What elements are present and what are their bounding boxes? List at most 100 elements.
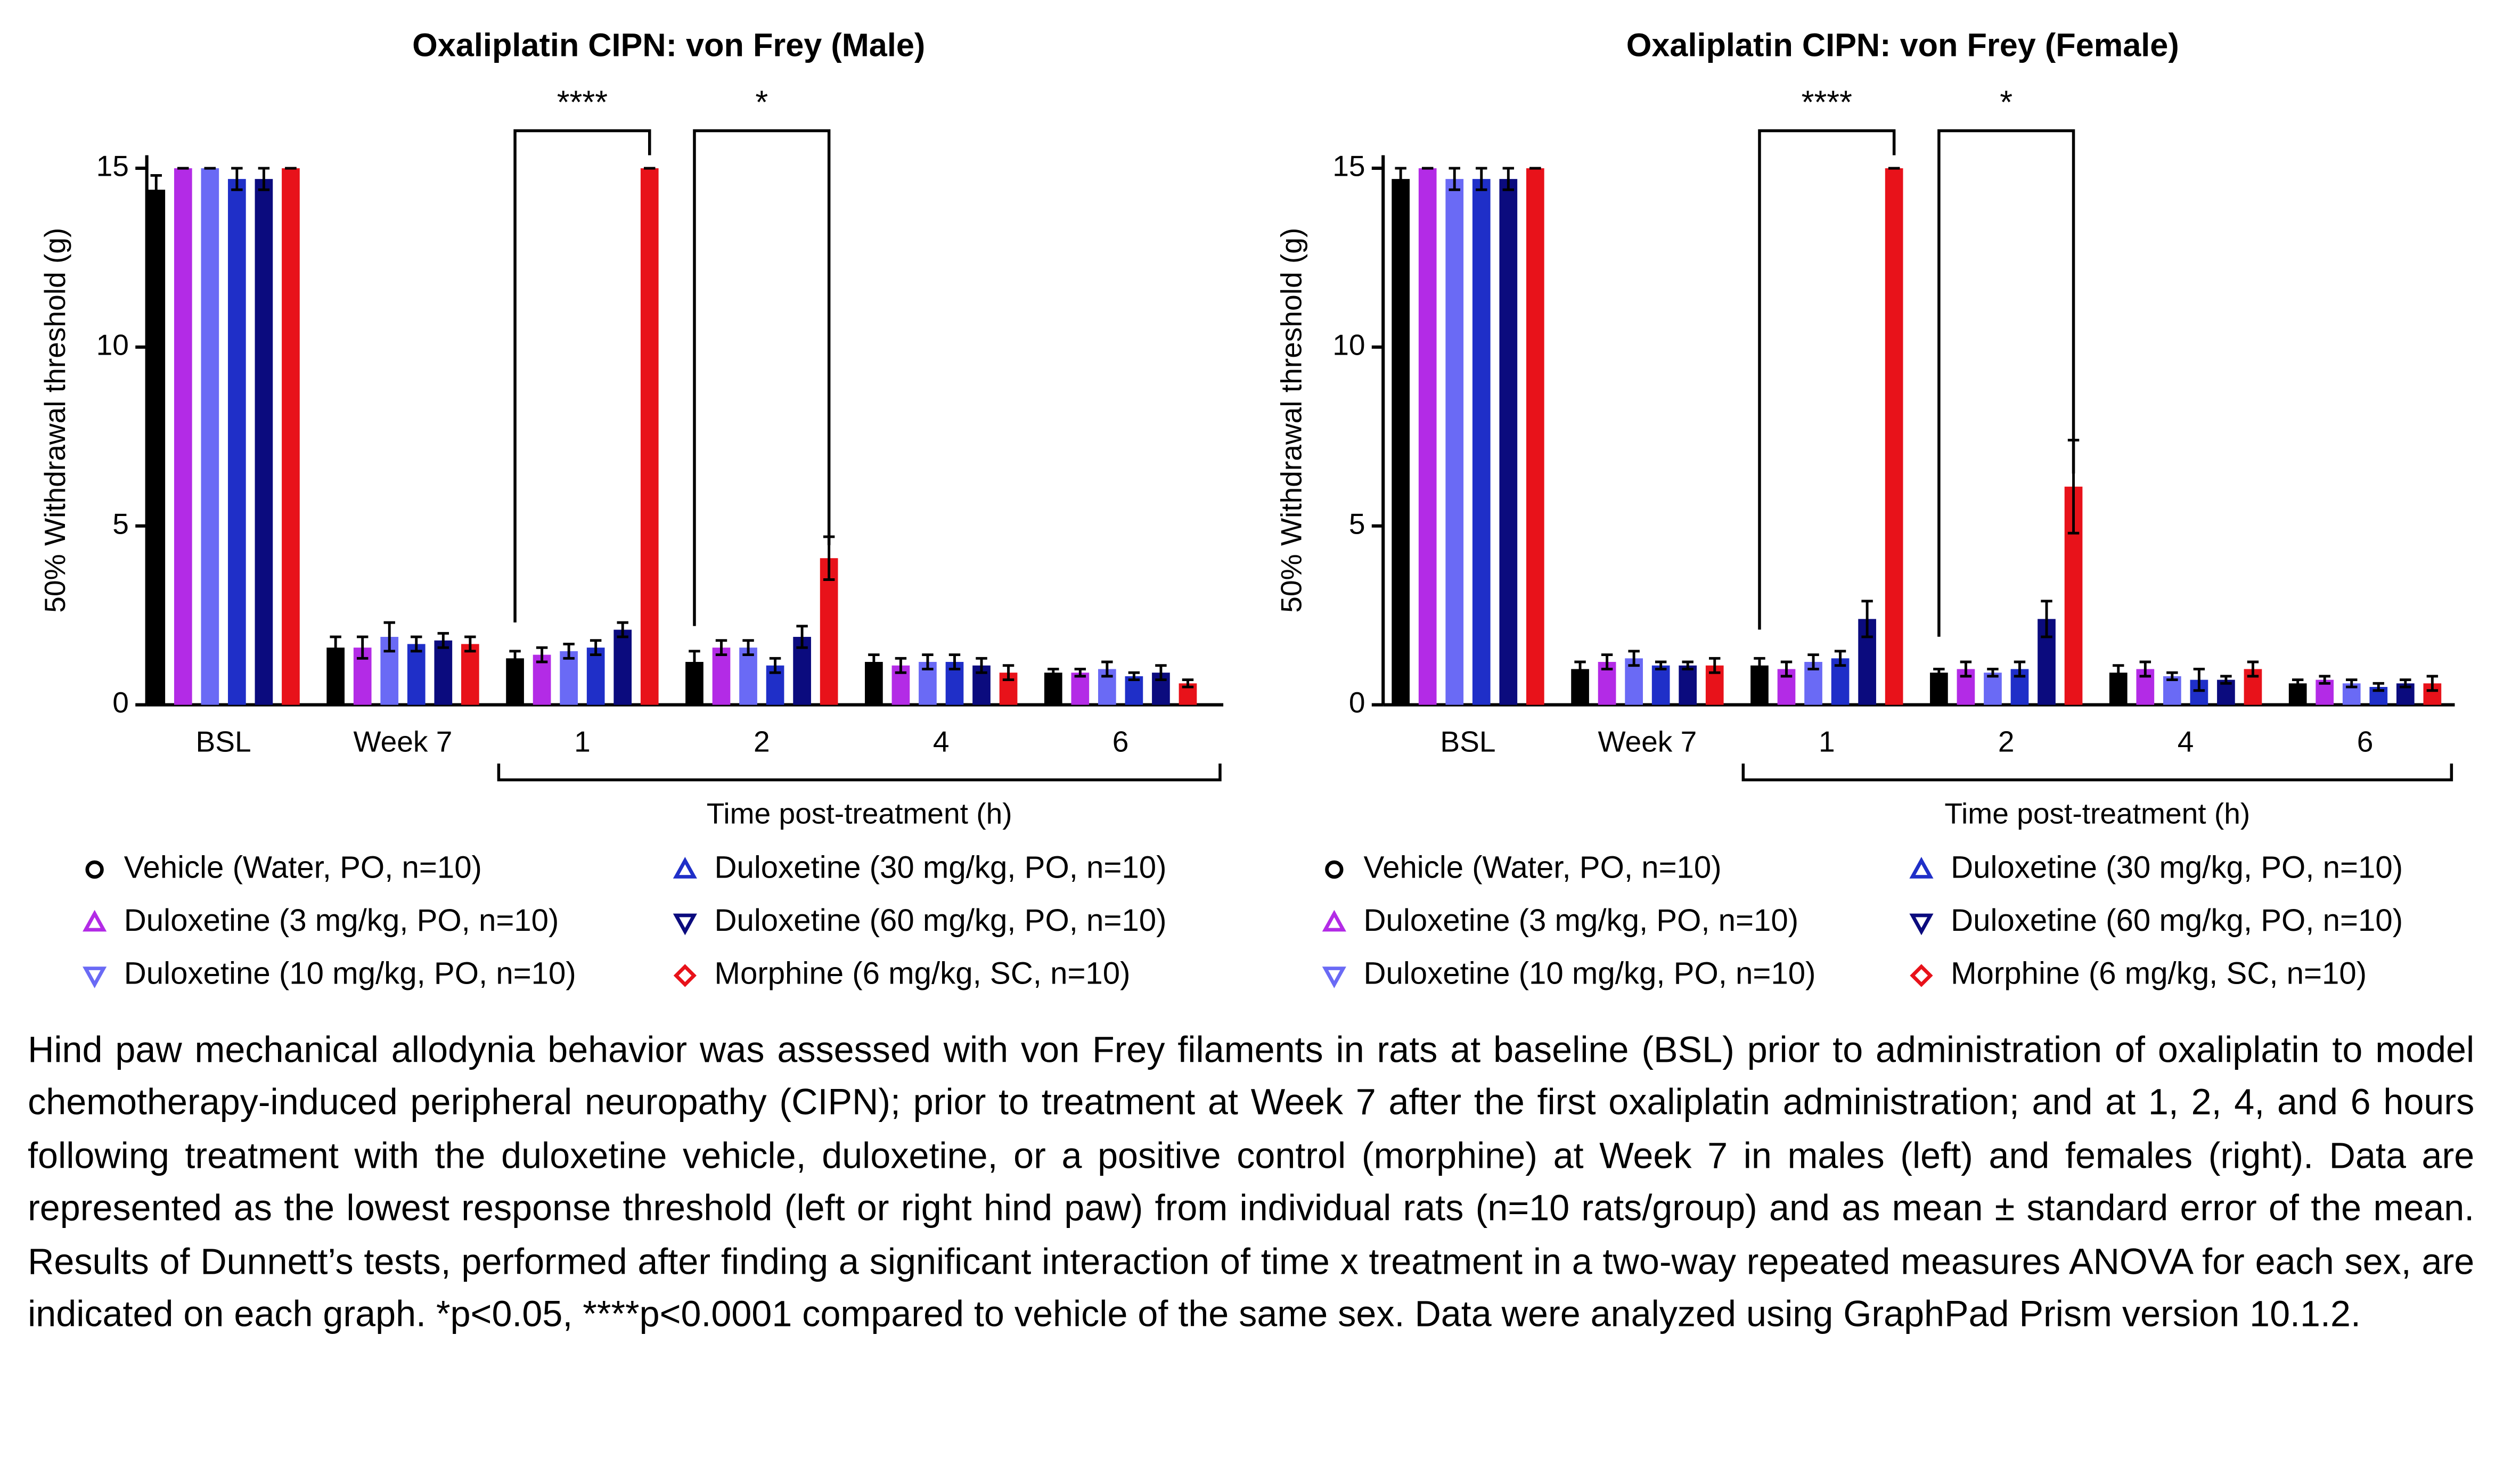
x-tick-label: 2 xyxy=(1998,725,2015,758)
bar xyxy=(739,648,757,705)
error-bar xyxy=(1987,667,1999,678)
x-tick-label: 4 xyxy=(933,725,950,758)
error-bar xyxy=(1182,678,1194,689)
bar xyxy=(255,179,273,705)
bar xyxy=(282,168,300,705)
error-bar xyxy=(948,653,961,670)
legend-label: Vehicle (Water, PO, n=10) xyxy=(124,850,482,884)
error-bar xyxy=(2139,660,2151,678)
error-bar xyxy=(150,174,162,206)
bar xyxy=(147,190,166,705)
bar xyxy=(228,179,246,705)
x-axis-label: Time post-treatment (h) xyxy=(1944,797,2250,830)
bar xyxy=(407,644,426,705)
error-bar xyxy=(1476,167,1487,191)
x-tick-label: 6 xyxy=(2357,725,2374,758)
legend-marker xyxy=(673,913,697,936)
error-bar xyxy=(2426,675,2439,692)
legend-marker xyxy=(85,860,104,879)
significance-bracket xyxy=(1758,129,1896,630)
legend-label: Duloxetine (30 mg/kg, PO, n=10) xyxy=(1951,850,2403,884)
y-tick-label: 15 xyxy=(1332,150,1365,183)
x-tick-label: 6 xyxy=(1112,725,1129,758)
error-bar xyxy=(1601,653,1613,670)
error-bar xyxy=(2400,678,2411,689)
error-bar xyxy=(411,635,422,653)
error-bar xyxy=(1960,660,1972,678)
error-bar xyxy=(895,657,907,674)
error-bar xyxy=(2014,660,2026,678)
error-bar xyxy=(464,635,476,653)
bar xyxy=(613,629,632,705)
error-bar xyxy=(2193,667,2205,692)
error-bar xyxy=(509,650,521,667)
error-bar xyxy=(2319,675,2330,685)
legend-marker xyxy=(1322,966,1346,988)
x-axis-bracket xyxy=(1741,763,2453,782)
y-tick-label: 0 xyxy=(1349,686,1365,719)
x-tick-label: Week 7 xyxy=(1598,725,1697,758)
error-bar xyxy=(2346,678,2358,689)
error-bar xyxy=(590,639,602,657)
significance-bracket xyxy=(1937,129,2075,637)
bar xyxy=(1984,673,2002,705)
error-bar xyxy=(868,653,880,670)
bar xyxy=(1930,673,1948,705)
significance-bracket xyxy=(513,129,651,622)
bar xyxy=(461,644,479,705)
significance-label: * xyxy=(755,84,768,120)
y-axis-label: 50% Withdrawal threshold (g) xyxy=(1274,228,1307,613)
y-tick-label: 5 xyxy=(112,507,129,540)
chart-title: Oxaliplatin CIPN: von Frey (Female) xyxy=(1626,27,2179,63)
error-bar xyxy=(1574,660,1586,678)
x-tick-label: 1 xyxy=(1819,725,1835,758)
bar xyxy=(434,640,453,705)
error-bar xyxy=(383,621,395,653)
legend-label: Morphine (6 mg/kg, SC, n=10) xyxy=(1951,956,2367,990)
error-bar xyxy=(1002,664,1014,682)
bar xyxy=(586,648,605,705)
x-axis-label: Time post-treatment (h) xyxy=(707,797,1012,830)
bar xyxy=(1418,168,1437,705)
error-bar xyxy=(1861,600,1873,638)
error-bar xyxy=(617,621,628,638)
legend-label: Duloxetine (10 mg/kg, PO, n=10) xyxy=(124,956,576,990)
error-bar xyxy=(689,650,700,674)
bar xyxy=(1499,179,1518,705)
error-bar xyxy=(1074,667,1086,678)
error-bar xyxy=(2372,682,2385,692)
error-bar xyxy=(258,167,270,191)
legend-label: Duloxetine (10 mg/kg, PO, n=10) xyxy=(1363,956,1815,990)
error-bar xyxy=(231,167,243,191)
error-bar xyxy=(2166,671,2178,682)
bar xyxy=(174,168,192,705)
error-bar xyxy=(1655,660,1667,670)
bar xyxy=(1472,179,1491,705)
error-bar xyxy=(1395,167,1406,191)
error-bar xyxy=(1101,660,1113,678)
error-bar xyxy=(437,632,449,649)
error-bar xyxy=(2113,664,2124,682)
error-bar xyxy=(1933,667,1945,678)
error-bar xyxy=(715,639,727,657)
bar xyxy=(1392,179,1410,705)
legend-marker xyxy=(1910,964,1933,987)
legend-label: Vehicle (Water, PO, n=10) xyxy=(1363,850,1721,884)
y-axis-label: 50% Withdrawal threshold (g) xyxy=(38,228,71,613)
error-bar xyxy=(1754,657,1765,674)
bar xyxy=(201,168,219,705)
legend-marker xyxy=(83,910,107,932)
error-bar xyxy=(1502,167,1515,191)
error-bar xyxy=(769,657,781,674)
y-tick-label: 10 xyxy=(1332,328,1365,361)
bar xyxy=(820,558,838,705)
legend-marker xyxy=(1909,857,1934,879)
error-bar xyxy=(356,635,369,660)
error-bar xyxy=(2220,675,2232,685)
legend-marker xyxy=(83,966,107,988)
legend-label: Duloxetine (30 mg/kg, PO, n=10) xyxy=(714,850,1166,884)
significance-label: **** xyxy=(557,84,608,120)
bar xyxy=(712,648,731,705)
